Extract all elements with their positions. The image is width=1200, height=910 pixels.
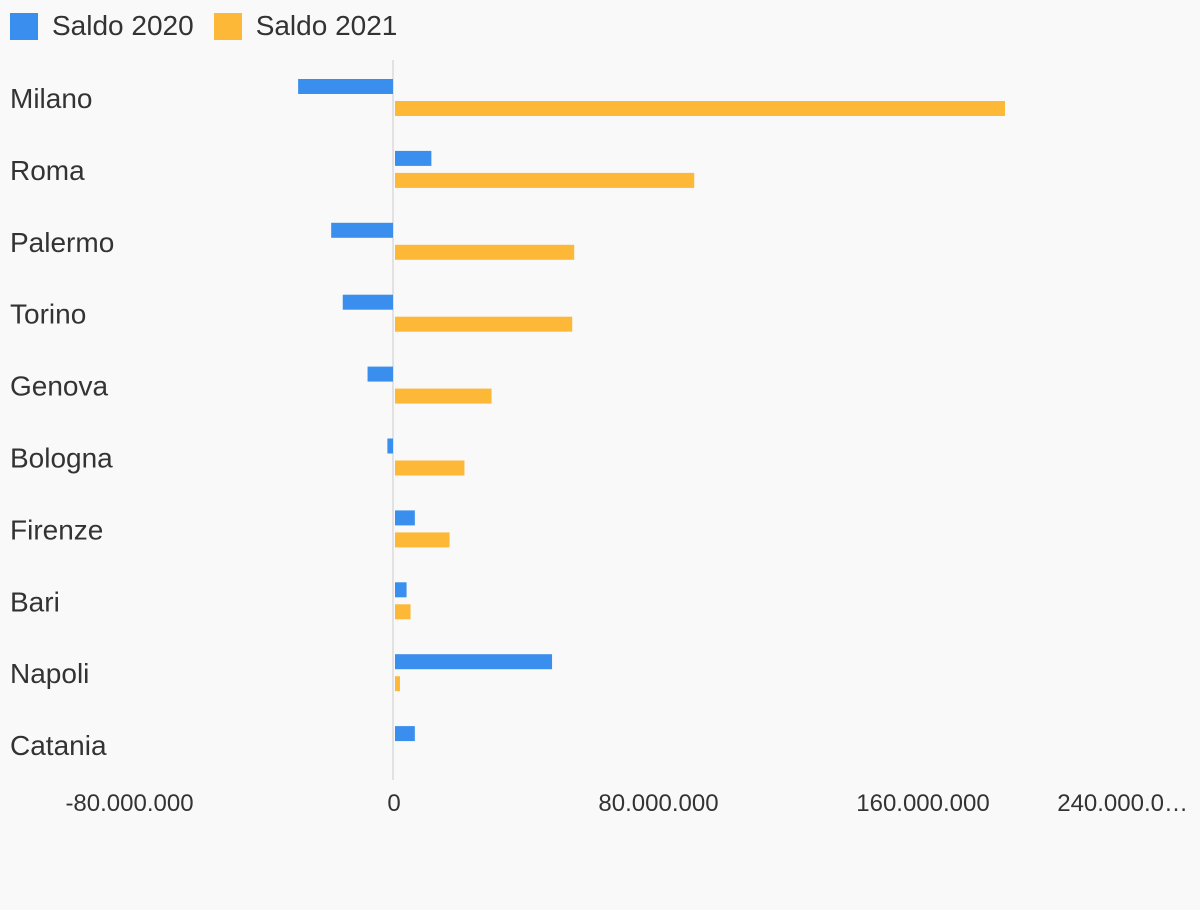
bar-saldo-2020-firenze[interactable] — [395, 510, 415, 526]
category-label: Firenze — [10, 514, 103, 545]
bar-saldo-2021-genova[interactable] — [395, 388, 492, 404]
x-tick-label: 240.000.0… — [1057, 790, 1188, 817]
legend-label-saldo-2020: Saldo 2020 — [52, 10, 194, 41]
bar-saldo-2021-roma[interactable] — [395, 172, 695, 188]
bar-saldo-2020-catania[interactable] — [395, 726, 415, 742]
x-tick-label: 0 — [387, 790, 400, 817]
category-label: Roma — [10, 155, 85, 186]
bar-saldo-2020-bologna[interactable] — [387, 438, 393, 454]
category-label: Bari — [10, 586, 60, 617]
category-label: Palermo — [10, 227, 114, 258]
legend-label-saldo-2021: Saldo 2021 — [255, 10, 398, 41]
bar-saldo-2020-milano[interactable] — [298, 79, 393, 94]
legend-swatch-saldo-2020 — [10, 12, 38, 40]
bar-saldo-2020-genova[interactable] — [367, 366, 393, 382]
bar-saldo-2021-torino[interactable] — [395, 316, 573, 332]
legend-item-saldo-2021[interactable]: Saldo 2021 — [213, 9, 398, 43]
legend-item-saldo-2020[interactable]: Saldo 2020 — [10, 9, 194, 43]
x-tick-label: 80.000.000 — [598, 790, 718, 817]
bar-saldo-2020-napoli[interactable] — [395, 654, 553, 670]
bar-saldo-2021-firenze[interactable] — [395, 532, 450, 548]
category-label: Catania — [10, 730, 107, 761]
x-tick-label: 160.000.000 — [856, 790, 989, 817]
bar-saldo-2020-bari[interactable] — [395, 582, 407, 598]
bar-saldo-2020-palermo[interactable] — [331, 222, 393, 238]
bar-saldo-2021-milano[interactable] — [395, 101, 1005, 116]
category-label: Bologna — [10, 443, 113, 474]
bar-saldo-2020-torino[interactable] — [342, 294, 393, 310]
bar-saldo-2020-roma[interactable] — [395, 150, 432, 166]
bar-saldo-2021-bari[interactable] — [395, 604, 411, 620]
bar-saldo-2021-napoli[interactable] — [395, 676, 400, 692]
category-label: Torino — [10, 299, 86, 330]
chart-legend: Saldo 2020 Saldo 2021 — [10, 9, 417, 43]
legend-swatch-saldo-2021 — [213, 12, 242, 40]
category-label: Milano — [10, 83, 92, 114]
category-label: Genova — [10, 371, 108, 402]
x-tick-label: -80.000.000 — [65, 790, 193, 817]
bar-saldo-2021-bologna[interactable] — [395, 460, 465, 476]
bar-saldo-2021-palermo[interactable] — [395, 244, 575, 260]
category-label: Napoli — [10, 658, 89, 689]
